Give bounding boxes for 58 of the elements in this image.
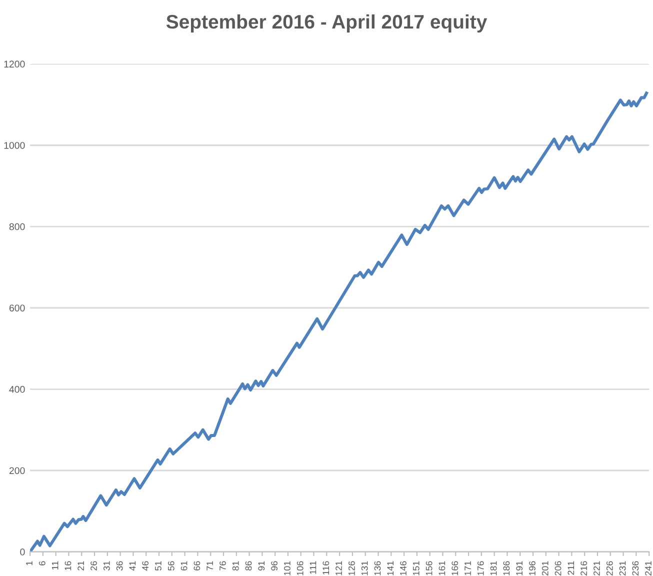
x-tick-label: 161 <box>438 561 446 576</box>
x-tick-label: 216 <box>580 561 588 576</box>
x-tick-label: 1 <box>26 561 32 566</box>
y-tick-label: 800 <box>9 223 25 230</box>
x-tick-label: 221 <box>594 561 600 576</box>
x-tick-label: 81 <box>232 561 239 570</box>
x-tick-label: 66 <box>194 561 200 570</box>
x-tick-label: 76 <box>220 561 226 570</box>
x-tick-label: 46 <box>142 561 149 571</box>
x-tick-label: 106 <box>296 561 304 576</box>
x-tick-label: 86 <box>245 561 252 570</box>
x-tick-label: 206 <box>554 561 562 576</box>
x-tick-label: 111 <box>310 561 316 574</box>
y-tick-label: 1000 <box>4 142 25 149</box>
x-tick-label: 231 <box>619 561 626 576</box>
x-tick-label: 201 <box>542 561 548 576</box>
y-tick-label: 200 <box>9 467 25 474</box>
x-tick-label: 196 <box>529 561 536 576</box>
x-tick-label: 126 <box>348 561 355 576</box>
x-tick-label: 91 <box>258 561 265 570</box>
x-tick-label: 151 <box>413 561 420 576</box>
chart-title: September 2016 - April 2017 equity <box>166 14 488 33</box>
x-tick-label: 51 <box>155 561 162 571</box>
x-tick-label: 156 <box>426 561 432 576</box>
x-tick-label: 96 <box>271 561 278 570</box>
x-tick-label: 136 <box>374 561 381 576</box>
x-tick-label: 26 <box>90 561 97 570</box>
y-tick-label: 1200 <box>4 60 25 68</box>
x-tick-label: 16 <box>64 561 72 570</box>
x-tick-label: 186 <box>503 561 510 576</box>
x-tick-label: 191 <box>516 561 523 576</box>
x-tick-label: 171 <box>464 561 471 576</box>
x-tick-label: 41 <box>129 561 136 571</box>
y-tick-label: 600 <box>9 304 25 312</box>
x-tick-label: 166 <box>452 561 458 576</box>
x-tick-label: 101 <box>284 561 290 576</box>
x-tick-label: 31 <box>103 561 110 571</box>
x-tick-label: 131 <box>361 561 368 576</box>
x-tick-label: 141 <box>387 561 394 576</box>
x-tick-label: 181 <box>490 561 497 576</box>
x-tick-label: 241 <box>645 561 652 576</box>
x-tick-label: 176 <box>477 561 484 576</box>
x-tick-label: 11 <box>52 561 58 570</box>
y-tick-label: 400 <box>9 386 25 393</box>
x-tick-label: 211 <box>568 561 574 575</box>
x-tick-label: 61 <box>180 561 188 570</box>
x-tick-label: 56 <box>168 561 174 571</box>
x-tick-label: 146 <box>400 561 406 576</box>
x-tick-label: 226 <box>606 561 613 576</box>
x-tick-label: 71 <box>206 561 213 570</box>
x-tick-label: 36 <box>116 561 123 571</box>
x-tick-label: 116 <box>322 561 330 575</box>
x-tick-label: 6 <box>38 561 46 566</box>
line-series <box>30 92 648 552</box>
y-tick-label: 0 <box>20 548 25 556</box>
x-tick-label: 236 <box>632 561 639 576</box>
x-tick-label: 21 <box>78 561 84 570</box>
x-tick-label: 121 <box>336 561 342 576</box>
